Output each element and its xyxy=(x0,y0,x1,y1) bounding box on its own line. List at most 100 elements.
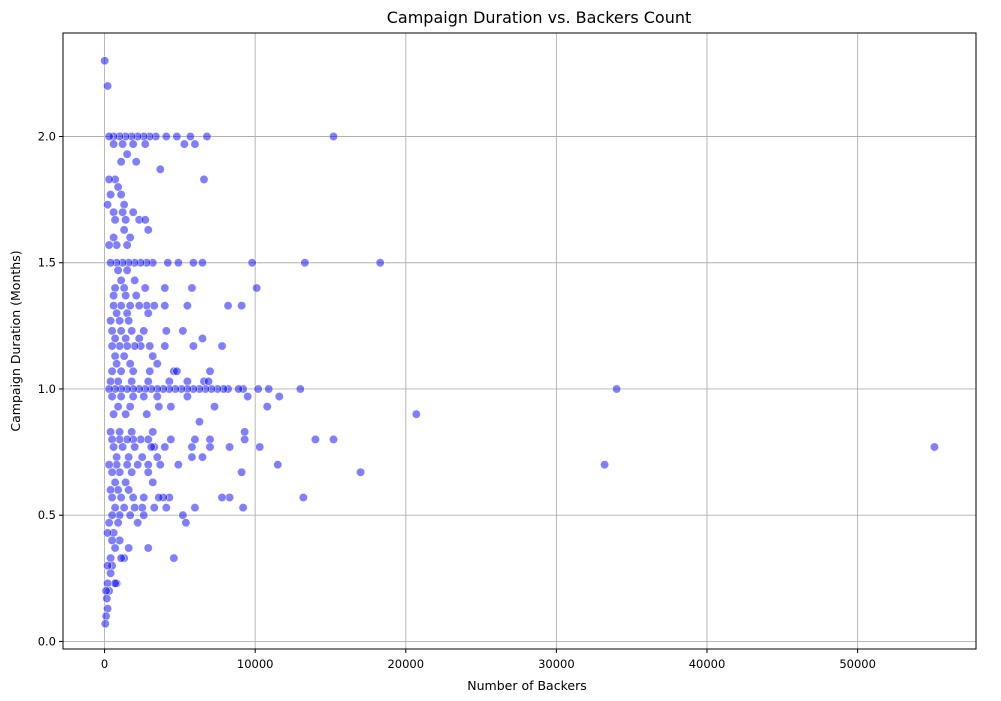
data-point xyxy=(106,485,116,495)
data-point xyxy=(125,301,135,311)
data-point xyxy=(116,301,126,311)
data-point xyxy=(161,326,171,336)
y-tick-label: 2.0 xyxy=(38,130,56,144)
data-point xyxy=(106,316,116,326)
data-point xyxy=(143,434,153,444)
data-point xyxy=(172,132,182,142)
data-point xyxy=(124,452,134,462)
data-point xyxy=(104,518,114,528)
data-point xyxy=(112,452,122,462)
data-point xyxy=(166,402,176,412)
data-point xyxy=(124,485,134,495)
data-point xyxy=(107,535,117,545)
plot-frame xyxy=(62,32,977,650)
data-point xyxy=(929,442,939,452)
data-point xyxy=(188,341,198,351)
data-point xyxy=(109,139,119,149)
data-point xyxy=(205,366,215,376)
data-point xyxy=(375,258,385,268)
data-point xyxy=(262,402,272,412)
data-point xyxy=(110,215,120,225)
data-point xyxy=(152,359,162,369)
data-point xyxy=(173,258,183,268)
data-point xyxy=(187,442,197,452)
x-tick-label: 10000 xyxy=(237,657,274,671)
data-point xyxy=(125,232,135,242)
x-tick-label: 50000 xyxy=(839,657,876,671)
data-point xyxy=(100,619,110,629)
grid-lines xyxy=(63,33,976,649)
data-point xyxy=(130,503,140,513)
data-point xyxy=(122,460,132,470)
data-point xyxy=(115,316,125,326)
data-point xyxy=(102,594,112,604)
data-point xyxy=(203,376,213,386)
data-point xyxy=(161,503,171,513)
data-point xyxy=(121,291,131,301)
data-point xyxy=(116,392,126,402)
data-point xyxy=(255,442,265,452)
data-point xyxy=(130,341,140,351)
data-point xyxy=(252,283,262,293)
data-point xyxy=(238,503,248,513)
x-tick-label: 0 xyxy=(101,657,108,671)
data-point xyxy=(116,190,126,200)
data-point xyxy=(205,434,215,444)
data-point xyxy=(145,366,155,376)
data-point xyxy=(131,291,141,301)
data-point xyxy=(143,460,153,470)
data-point xyxy=(328,434,338,444)
data-point xyxy=(104,240,114,250)
data-point xyxy=(103,578,113,588)
data-point xyxy=(103,561,113,571)
data-point xyxy=(240,434,250,444)
data-point xyxy=(107,467,117,477)
data-point xyxy=(128,207,138,217)
data-point xyxy=(112,460,122,470)
data-point xyxy=(217,493,227,503)
data-point xyxy=(103,200,113,210)
data-point xyxy=(139,493,149,503)
data-point xyxy=(122,149,132,159)
data-point xyxy=(121,477,131,487)
data-point xyxy=(160,283,170,293)
data-point xyxy=(107,392,117,402)
data-point xyxy=(190,434,200,444)
data-point xyxy=(107,341,117,351)
data-point xyxy=(182,392,192,402)
data-point xyxy=(103,604,113,614)
data-point xyxy=(107,434,117,444)
data-point xyxy=(122,308,132,318)
data-point xyxy=(104,384,114,394)
data-point xyxy=(155,460,165,470)
data-point xyxy=(143,543,153,553)
data-point xyxy=(273,460,283,470)
x-axis-label: Number of Backers xyxy=(467,678,586,693)
data-point xyxy=(116,493,126,503)
data-point xyxy=(197,258,207,268)
data-point xyxy=(600,460,610,470)
data-point xyxy=(128,366,138,376)
data-point xyxy=(300,258,310,268)
data-point xyxy=(178,510,188,520)
data-point xyxy=(115,427,125,437)
data-point xyxy=(310,434,320,444)
data-point xyxy=(115,434,125,444)
data-point xyxy=(247,258,257,268)
data-point xyxy=(116,157,126,167)
data-point xyxy=(109,232,119,242)
data-point xyxy=(223,301,233,311)
data-point xyxy=(113,265,123,275)
data-point xyxy=(237,467,247,477)
data-point xyxy=(161,132,171,142)
data-point xyxy=(225,442,235,452)
data-point xyxy=(140,283,150,293)
data-point xyxy=(163,258,173,268)
data-point xyxy=(127,467,137,477)
data-point xyxy=(121,409,131,419)
data-point xyxy=(104,460,114,470)
data-point xyxy=(194,417,204,427)
data-point xyxy=(113,402,123,412)
data-point xyxy=(160,341,170,351)
data-point xyxy=(122,341,132,351)
